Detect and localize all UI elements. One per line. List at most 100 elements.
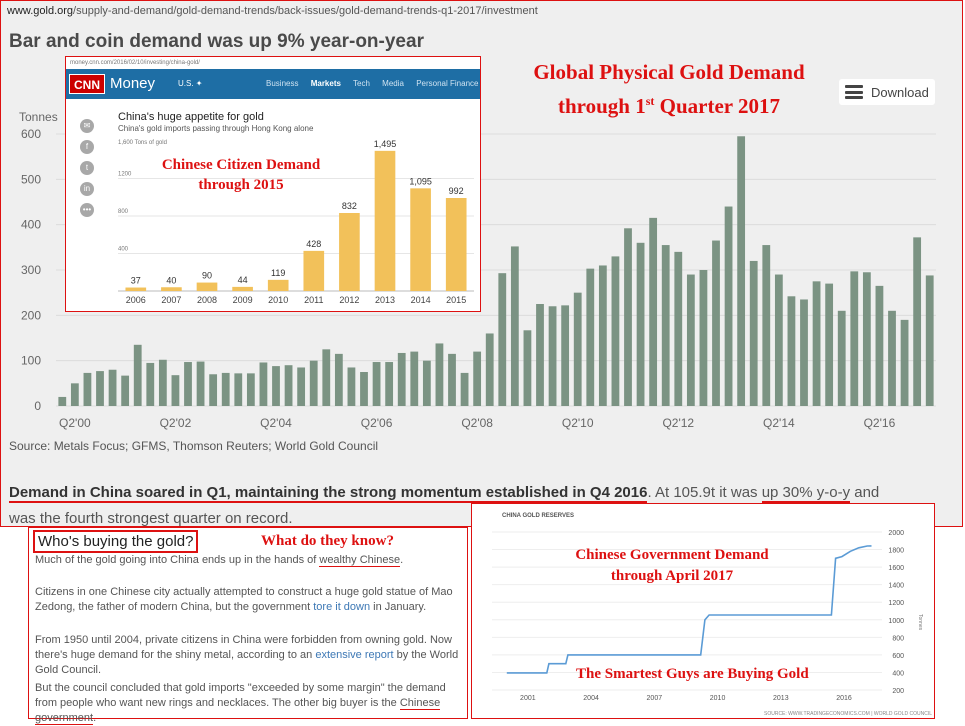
- download-button[interactable]: Download: [839, 79, 935, 105]
- bar: [360, 372, 368, 406]
- bar: [699, 270, 708, 406]
- bar: [410, 351, 419, 406]
- money-brand[interactable]: Money: [110, 75, 156, 92]
- bar: [925, 275, 934, 406]
- bar: [448, 353, 456, 406]
- cnn-chart-title: China's huge appetite for gold: [118, 111, 264, 123]
- nav-item-personal-finance[interactable]: Personal Finance: [416, 79, 479, 88]
- article-paragraph-4: But the council concluded that gold impo…: [35, 682, 446, 725]
- reserves-chart: 200 400 600 800 1000 1200 1400 1600 1800 2000 Tonn…: [492, 530, 923, 702]
- bar: [523, 330, 532, 406]
- article-excerpt: Who's buying the gold? What do they know…: [28, 527, 468, 725]
- bar: [485, 333, 494, 406]
- bar: [267, 279, 289, 291]
- bar: [837, 310, 846, 406]
- bar: [724, 206, 733, 406]
- bar: [121, 375, 130, 406]
- tore-it-down-link[interactable]: tore it down: [313, 601, 371, 613]
- y-tick-label: 800: [892, 635, 904, 642]
- bar: [410, 188, 431, 291]
- data-label: 992: [449, 186, 464, 196]
- bar: [561, 305, 570, 406]
- bar: [498, 273, 507, 406]
- data-label: 37: [131, 276, 141, 286]
- x-tick-label: Q2'10: [562, 416, 594, 430]
- twitter-icon[interactable]: t: [80, 161, 94, 175]
- smartest-guys-annotation: The Smartest Guys are Buying Gold: [576, 666, 809, 682]
- bar: [900, 319, 909, 406]
- x-tick-label: 2010: [268, 295, 288, 305]
- bar: [624, 228, 632, 406]
- y-axis-label: Tonnes: [917, 614, 923, 631]
- bar: [649, 217, 658, 406]
- y-tick-label: 2000: [888, 530, 904, 537]
- bar: [787, 296, 796, 406]
- bar: [246, 373, 255, 406]
- bar: [70, 383, 79, 406]
- cnn-logo[interactable]: CNN: [69, 74, 105, 94]
- x-tick-label: 2008: [197, 295, 217, 305]
- data-label: 40: [166, 275, 176, 285]
- cnn-navbar: CNN Money U.S. ✦ Business Markets Tech M…: [66, 69, 480, 99]
- bar: [586, 268, 595, 406]
- nav-item-business[interactable]: Business: [266, 79, 299, 88]
- bar: [284, 365, 293, 406]
- bar: [862, 272, 871, 406]
- bar: [913, 237, 922, 406]
- bar: [875, 285, 884, 406]
- menu-icon: [845, 85, 863, 99]
- x-tick-label: Q2'02: [160, 416, 192, 430]
- x-tick-label: 2013: [773, 695, 789, 702]
- y-tick-label: 400: [118, 247, 129, 253]
- article-paragraph-3: From 1950 until 2004, private citizens i…: [35, 634, 459, 676]
- x-tick-label: 2013: [375, 295, 395, 305]
- more-icon[interactable]: •••: [80, 203, 94, 217]
- y-tick-label: 1400: [888, 583, 904, 590]
- region-selector[interactable]: U.S. ✦: [178, 79, 203, 88]
- bar: [372, 362, 381, 406]
- bar: [184, 362, 192, 406]
- question-annotation: What do they know?: [261, 533, 394, 549]
- bar: [435, 343, 444, 406]
- y-tick-label: 400: [892, 670, 904, 677]
- bar: [374, 150, 396, 291]
- bar: [146, 362, 155, 406]
- bar: [888, 310, 896, 406]
- linkedin-icon[interactable]: in: [80, 182, 94, 196]
- page-url[interactable]: www.gold.org/supply-and-demand/gold-dema…: [7, 5, 538, 17]
- nav-item-media[interactable]: Media: [382, 79, 404, 88]
- bar: [58, 396, 67, 406]
- x-tick-label: 2007: [647, 695, 663, 702]
- bar: [209, 374, 218, 406]
- bar: [161, 287, 182, 291]
- y-tick-label: 600: [21, 127, 41, 141]
- y-tick-label: 500: [21, 172, 41, 186]
- china-demand-paragraph: Demand in China soared in Q1, maintainin…: [9, 484, 880, 527]
- x-tick-label: 2004: [583, 695, 599, 702]
- bar: [347, 367, 356, 406]
- bar: [536, 304, 544, 406]
- nav-item-tech[interactable]: Tech: [353, 79, 370, 88]
- data-label: 1,095: [409, 176, 432, 186]
- social-share-bar: ✉ f t in •••: [80, 119, 94, 224]
- bar: [303, 250, 325, 291]
- extensive-report-link[interactable]: extensive report: [315, 649, 394, 661]
- nav-item-markets[interactable]: Markets: [310, 79, 341, 88]
- bar: [259, 362, 268, 406]
- bar: [309, 360, 318, 406]
- y-tick-label: 100: [21, 354, 41, 368]
- x-tick-label: Q2'00: [59, 416, 91, 430]
- bar: [232, 286, 253, 291]
- cnn-money-inset: money.cnn.com/2016/02/10/investing/china…: [65, 56, 481, 312]
- bar: [548, 306, 557, 406]
- email-icon[interactable]: ✉: [80, 119, 94, 133]
- bar: [422, 360, 431, 406]
- bar: [322, 349, 331, 406]
- x-tick-label: Q2'14: [763, 416, 795, 430]
- bar: [737, 136, 746, 406]
- bar: [158, 359, 167, 406]
- data-label: 1,495: [374, 139, 397, 149]
- x-tick-label: Q2'04: [260, 416, 292, 430]
- facebook-icon[interactable]: f: [80, 140, 94, 154]
- y-axis-label: Tonnes: [19, 110, 58, 124]
